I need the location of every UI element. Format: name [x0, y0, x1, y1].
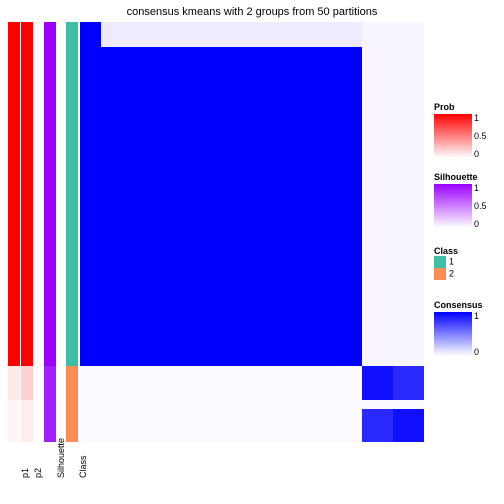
legend-class-title: Class [434, 246, 458, 256]
label-p2: p2 [33, 468, 43, 478]
legend-sil-gradient: 10.50 [434, 184, 472, 228]
annot-col-p2 [21, 22, 33, 442]
plot-title: consensus kmeans with 2 groups from 50 p… [0, 6, 504, 18]
swatch-icon [434, 256, 446, 268]
consensus-heatmap [80, 22, 424, 442]
legend-con-title: Consensus [434, 300, 483, 310]
legend-class-items: 12 [434, 256, 458, 280]
annot-col-silhouette [44, 22, 56, 442]
annot-col-p1 [8, 22, 20, 442]
legend-prob: Prob 10.50 [434, 102, 472, 158]
legend-sil-title: Silhouette [434, 172, 478, 182]
legend-class-item: 1 [434, 256, 458, 268]
swatch-icon [434, 268, 446, 280]
label-silhouette: Silhouette [56, 438, 66, 478]
legend-class-label: 1 [449, 256, 454, 266]
annot-col-class [66, 22, 78, 442]
legend-consensus: Consensus 10 [434, 300, 483, 356]
legend-silhouette: Silhouette 10.50 [434, 172, 478, 228]
legend-prob-title: Prob [434, 102, 472, 112]
legend-prob-gradient: 10.50 [434, 114, 472, 158]
legend-con-gradient: 10 [434, 312, 472, 356]
label-class: Class [78, 455, 88, 478]
legend-class: Class 12 [434, 246, 458, 280]
legend-class-label: 2 [449, 268, 454, 278]
label-p1: p1 [20, 468, 30, 478]
legend-class-item: 2 [434, 268, 458, 280]
